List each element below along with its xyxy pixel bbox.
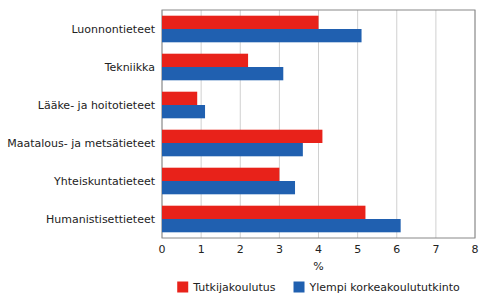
bar (162, 16, 319, 29)
category-label: Tekniikka (104, 61, 155, 74)
tick-label: 0 (159, 243, 166, 256)
tick-label: 6 (393, 243, 400, 256)
tick-label: 4 (315, 243, 322, 256)
plot-frame (162, 10, 475, 238)
grid-line (357, 10, 358, 238)
grid-line (279, 10, 280, 238)
bar (162, 219, 401, 232)
tick-label: 3 (276, 243, 283, 256)
x-axis-label: % (313, 260, 323, 273)
bar (162, 130, 322, 143)
legend-swatch (294, 282, 305, 293)
bar (162, 54, 248, 67)
x-axis: 0 1 2 3 4 5 6 7 8 (159, 243, 479, 256)
legend-label: Ylempi korkeakoulututkinto (309, 281, 461, 294)
category-label: Luonnontieteet (71, 23, 155, 36)
legend-label: Tutkijakoulutus (192, 281, 276, 294)
category-label: Lääke- ja hoitotieteet (38, 99, 156, 112)
bar (162, 143, 303, 156)
tick-label: 1 (198, 243, 205, 256)
bar (162, 206, 365, 219)
tick-label: 2 (237, 243, 244, 256)
grid-line (435, 10, 436, 238)
grid-line (318, 10, 319, 238)
category-label: Yhteiskuntatieteet (53, 175, 156, 188)
bar (162, 168, 279, 181)
legend: Tutkijakoulutus Ylempi korkeakoulututkint… (177, 281, 460, 294)
tick-label: 7 (432, 243, 439, 256)
bars (162, 16, 401, 233)
chart: Luonnontieteet Tekniikka Lääke- ja hoitoti… (0, 0, 493, 304)
grid-line (240, 10, 241, 238)
category-label: Humanistisettieteet (46, 213, 156, 226)
bar (162, 105, 205, 118)
grid-line (396, 10, 397, 238)
bar (162, 181, 295, 194)
tick-label: 5 (354, 243, 361, 256)
bar (162, 29, 362, 42)
bar (162, 92, 197, 105)
grid (162, 10, 475, 238)
bar (162, 67, 283, 80)
tick-label: 8 (472, 243, 479, 256)
legend-swatch (177, 282, 188, 293)
y-axis: Luonnontieteet Tekniikka Lääke- ja hoitoti… (7, 23, 156, 226)
grid-line (201, 10, 202, 238)
category-label: Maatalous- ja metsätieteet (7, 137, 156, 150)
